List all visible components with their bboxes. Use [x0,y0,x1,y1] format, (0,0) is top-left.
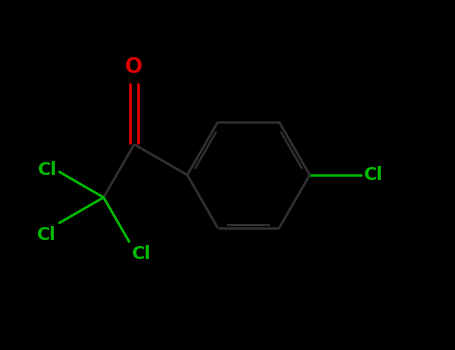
Text: Cl: Cl [364,166,383,184]
Text: Cl: Cl [131,245,151,263]
Text: O: O [126,57,143,77]
Text: Cl: Cl [36,226,56,244]
Text: Cl: Cl [37,161,57,178]
